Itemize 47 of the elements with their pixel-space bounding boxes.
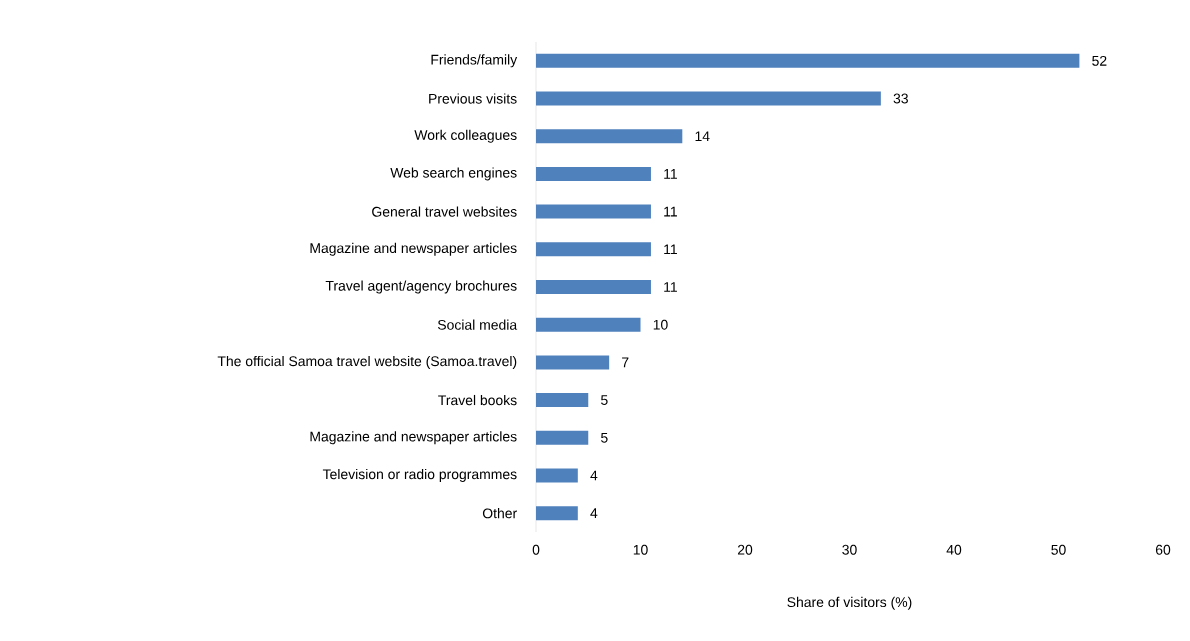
y-tick-label: Magazine and newspaper articles (310, 431, 517, 445)
bar (536, 468, 578, 483)
y-tick-label: Television or radio programmes (322, 468, 517, 482)
y-tick-label: Magazine and newspaper articles (310, 242, 517, 256)
data-label: 4 (590, 470, 598, 481)
x-tick-label: 0 (532, 544, 540, 555)
data-label: 11 (664, 244, 677, 255)
bar (536, 393, 589, 408)
y-tick-label: Social media (437, 319, 518, 330)
y-tick-label: Web search engines (390, 167, 517, 181)
data-label: 33 (893, 93, 908, 104)
y-tick-label: Friends/family (431, 54, 518, 68)
bar (536, 166, 651, 181)
bar (536, 430, 589, 445)
x-tick-label: 40 (946, 544, 962, 555)
y-tick-label: Other (482, 508, 517, 519)
x-axis-title: Share of visitors (%) (787, 596, 912, 610)
bar (536, 129, 683, 144)
bar (536, 279, 651, 294)
bar (536, 506, 578, 521)
data-label: 11 (664, 282, 677, 292)
y-tick-label: General travel websites (372, 206, 517, 217)
data-label: 5 (601, 432, 608, 443)
bar (536, 317, 641, 332)
y-tick-label: Travel agent/agency brochures (325, 280, 517, 294)
x-tick-label: 50 (1051, 544, 1066, 555)
data-label: 5 (601, 395, 608, 405)
y-tick-label: Travel books (438, 394, 517, 406)
x-tick-label: 10 (633, 544, 648, 555)
data-label: 52 (1092, 55, 1107, 66)
bar (536, 53, 1080, 68)
x-tick-label: 20 (737, 544, 753, 555)
y-tick-label: Work colleagues (414, 129, 517, 143)
bar (536, 204, 651, 219)
x-tick-label: 30 (842, 544, 857, 555)
bar (536, 91, 881, 106)
y-tick-label: The official Samoa travel website (Samoa.travel) (217, 355, 517, 369)
data-label: 4 (590, 508, 598, 518)
bar (536, 242, 651, 257)
bar (536, 355, 610, 370)
data-label: 11 (664, 169, 677, 179)
data-label: 7 (622, 357, 629, 368)
data-label: 14 (695, 131, 710, 142)
y-tick-label: Previous visits (429, 93, 517, 104)
x-tick-label: 60 (1155, 544, 1171, 555)
data-label: 11 (664, 206, 677, 217)
data-label: 10 (653, 319, 668, 330)
